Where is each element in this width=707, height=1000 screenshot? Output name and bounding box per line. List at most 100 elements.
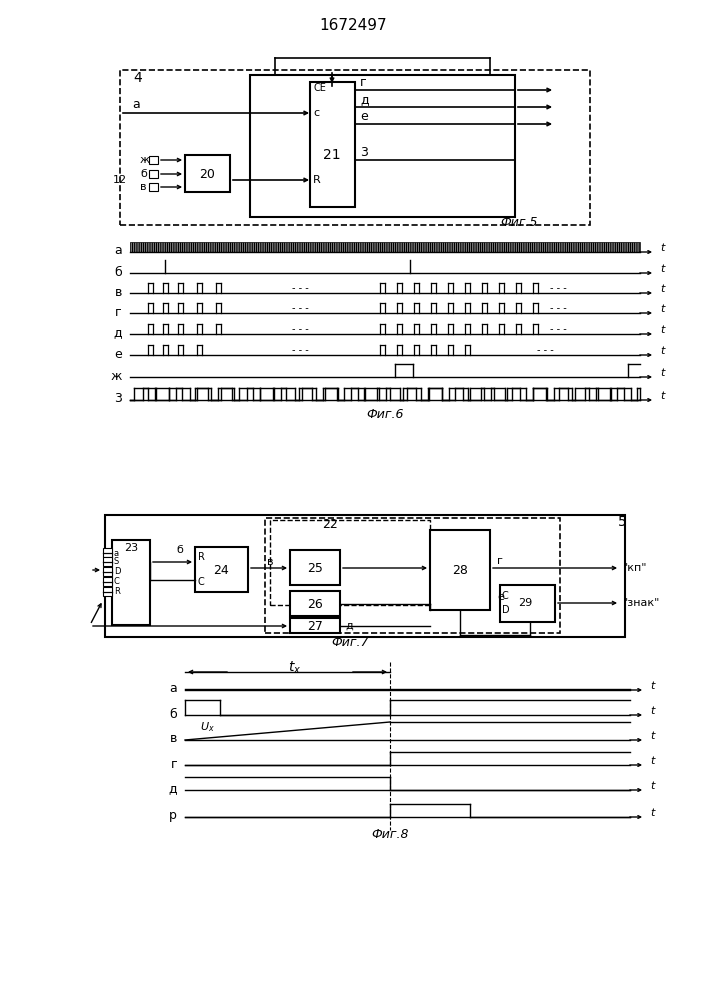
Text: 3: 3 [114, 392, 122, 406]
Text: C: C [198, 577, 205, 587]
Text: а: а [169, 682, 177, 696]
Text: б: б [115, 265, 122, 278]
Text: S: S [114, 558, 119, 566]
Text: д: д [168, 782, 177, 796]
Text: е: е [497, 592, 504, 602]
Text: D: D [502, 605, 510, 615]
Text: в: в [267, 557, 273, 567]
Bar [112, 540, 150, 625]
Text: D: D [114, 568, 120, 576]
Text: 20: 20 [199, 167, 215, 180]
Text: 22: 22 [322, 518, 338, 530]
Text: р: р [169, 810, 177, 822]
Text: t: t [660, 284, 665, 294]
Bar [500, 585, 555, 622]
Text: t: t [660, 325, 665, 335]
Text: в: в [170, 732, 177, 746]
Bar [120, 70, 590, 225]
Text: t: t [650, 808, 655, 818]
Text: t: t [660, 346, 665, 356]
Bar [195, 547, 248, 592]
Text: t: t [650, 681, 655, 691]
Text: 25: 25 [307, 562, 323, 574]
Text: - - -: - - - [291, 283, 308, 293]
Bar [149, 183, 158, 191]
Text: t: t [660, 264, 665, 274]
Text: в: в [115, 286, 122, 298]
Text: 21: 21 [323, 148, 341, 162]
Text: t: t [660, 304, 665, 314]
Text: д: д [113, 326, 122, 340]
Bar [149, 156, 158, 164]
Text: 3: 3 [360, 146, 368, 159]
Text: 1672497: 1672497 [319, 17, 387, 32]
Text: г: г [170, 758, 177, 770]
Bar [270, 520, 430, 605]
Text: "кп": "кп" [623, 563, 648, 573]
Text: г: г [115, 306, 122, 318]
Text: 5: 5 [618, 515, 626, 529]
Bar [290, 591, 340, 616]
Bar [290, 550, 340, 585]
Text: C: C [502, 591, 509, 601]
Text: t: t [660, 391, 665, 401]
Bar [185, 155, 230, 192]
Bar [103, 587, 112, 596]
Bar [149, 170, 158, 178]
Bar [310, 82, 355, 207]
Text: в: в [140, 182, 146, 192]
Text: Фиг.6: Фиг.6 [366, 408, 404, 422]
Text: 4: 4 [133, 71, 141, 85]
Text: - - -: - - - [549, 303, 566, 313]
Text: 26: 26 [307, 597, 323, 610]
Text: Фиг.8: Фиг.8 [371, 828, 409, 842]
Text: д: д [345, 621, 353, 631]
Text: $t_x$: $t_x$ [288, 660, 302, 676]
Text: б: б [177, 545, 183, 555]
Text: t: t [660, 368, 665, 378]
Text: б: б [169, 708, 177, 720]
Text: а: а [115, 244, 122, 257]
Text: 28: 28 [452, 564, 468, 576]
Text: ж: ж [110, 369, 122, 382]
Text: а: а [114, 548, 119, 558]
Text: д: д [360, 94, 368, 106]
Text: Фиг.7: Фиг.7 [332, 637, 369, 650]
Text: 27: 27 [307, 619, 323, 633]
Text: - - -: - - - [537, 345, 554, 355]
Text: c: c [313, 108, 319, 118]
Bar [103, 567, 112, 576]
Text: 29: 29 [518, 598, 532, 608]
Bar [130, 242, 640, 252]
Bar [103, 548, 112, 557]
Text: t: t [650, 756, 655, 766]
Text: - - -: - - - [291, 345, 308, 355]
Text: R: R [114, 587, 120, 596]
Text: t: t [660, 243, 665, 253]
Text: - - -: - - - [291, 324, 308, 334]
Text: ж: ж [140, 155, 150, 165]
Text: 12: 12 [113, 175, 127, 185]
Text: $U_x$: $U_x$ [200, 720, 215, 734]
Text: - - -: - - - [291, 303, 308, 313]
Text: CE: CE [313, 83, 326, 93]
Text: 23: 23 [124, 543, 138, 553]
Text: t: t [650, 706, 655, 716]
Text: - - -: - - - [549, 324, 566, 334]
Text: R: R [313, 175, 321, 185]
Bar [250, 75, 515, 217]
Text: Фиг.5: Фиг.5 [500, 216, 537, 229]
Bar [103, 557, 112, 566]
Text: г: г [497, 556, 503, 566]
Text: - - -: - - - [549, 283, 566, 293]
Text: t: t [650, 731, 655, 741]
Text: г: г [360, 77, 367, 90]
Text: е: е [115, 348, 122, 360]
Text: R: R [198, 552, 205, 562]
Bar [105, 515, 625, 637]
Text: е: е [360, 110, 368, 123]
Text: t: t [650, 781, 655, 791]
Text: а: а [132, 99, 140, 111]
Text: "знак": "знак" [623, 598, 660, 608]
Text: б: б [140, 169, 147, 179]
